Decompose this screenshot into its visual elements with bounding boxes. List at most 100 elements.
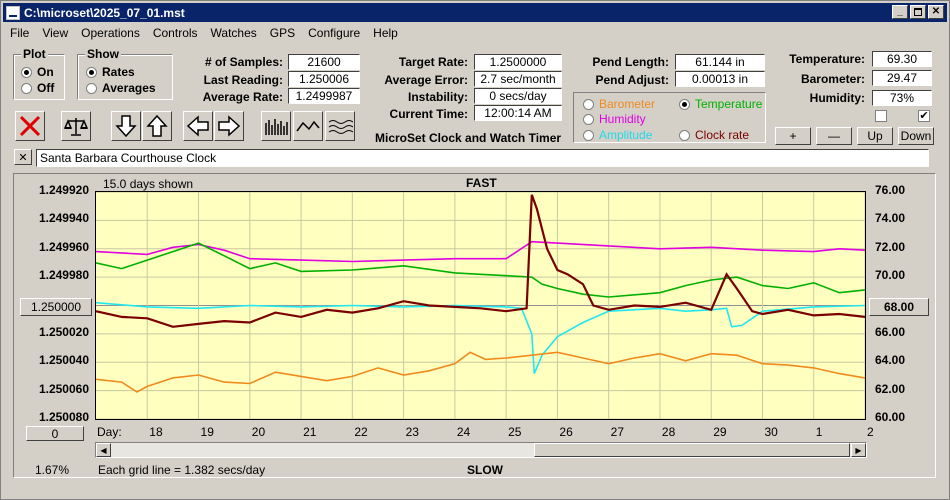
arrow-left-icon [186, 115, 209, 137]
samples-value: 21600 [288, 54, 360, 70]
bars-view-button[interactable] [261, 111, 291, 141]
right-reference-button[interactable]: 68.00 [869, 298, 929, 316]
temperature-value: 69.30 [872, 51, 932, 67]
multi-wave-icon [328, 120, 353, 134]
menu-watches[interactable]: Watches [210, 25, 257, 40]
instability-value: 0 secs/day [474, 88, 562, 104]
x-tick-label: 26 [559, 425, 573, 439]
clear-description-button[interactable]: ✕ [14, 149, 32, 165]
plus-button[interactable]: + [775, 127, 811, 145]
slow-label: SLOW [467, 463, 503, 477]
up-button[interactable]: Up [857, 127, 893, 145]
arrow-up-button[interactable] [142, 111, 172, 141]
radio-selected-icon [679, 98, 690, 110]
aux-temperature-radio[interactable]: Temperature [679, 97, 762, 111]
x-tick-label: 19 [200, 425, 214, 439]
aux-humidity-radio[interactable]: Humidity [583, 112, 646, 126]
arrow-down-button[interactable] [111, 111, 141, 141]
aux-barometer-radio[interactable]: Barometer [583, 97, 655, 111]
x-tick-label: 21 [303, 425, 317, 439]
red-x-icon [19, 115, 41, 137]
radio-empty-icon [583, 98, 594, 110]
pend-length-value: 61.144 in [675, 54, 765, 70]
radio-empty-icon [21, 82, 32, 94]
option-checkbox-2[interactable]: ✔ [918, 110, 930, 122]
minimize-button[interactable]: _ [892, 5, 908, 19]
right-tick-label: 70.00 [875, 268, 906, 283]
scroll-thumb[interactable] [534, 443, 850, 457]
pend-adjust-label: Pend Adjust: [595, 73, 669, 87]
left-tick-label: 1.250040 [38, 353, 89, 368]
left-tick-label: 1.250080 [38, 410, 89, 424]
menu-view[interactable]: View [42, 25, 69, 40]
barometer-value: 29.47 [872, 70, 932, 86]
menu-configure[interactable]: Configure [308, 25, 361, 40]
minimize-icon: _ [897, 6, 903, 17]
arrow-left-button[interactable] [183, 111, 213, 141]
plot-on-radio[interactable]: On [21, 65, 54, 79]
aux-clock-rate-radio[interactable]: Clock rate [679, 128, 749, 142]
balance-button[interactable] [61, 111, 91, 141]
aux-amplitude-radio[interactable]: Amplitude [583, 128, 652, 142]
left-reference-button[interactable]: 1.250000 [20, 298, 92, 316]
radio-selected-icon [21, 66, 32, 78]
menu-help[interactable]: Help [373, 25, 398, 40]
radio-empty-icon [679, 129, 690, 141]
chart-frame [13, 173, 936, 478]
arrow-right-button[interactable] [214, 111, 244, 141]
show-group-title: Show [85, 47, 121, 61]
show-group [77, 54, 173, 100]
app-subtitle: MicroSet Clock and Watch Timer [375, 131, 562, 145]
right-tick-label: 64.00 [875, 353, 906, 368]
humidity-label: Humidity: [809, 91, 865, 105]
target-rate-value: 1.2500000 [474, 54, 562, 70]
left-tick-label: 1.249940 [38, 211, 89, 226]
x-tick-label: 20 [251, 425, 266, 439]
average-error-label: Average Error: [384, 73, 468, 87]
x-tick-label: 23 [405, 425, 419, 439]
pend-length-label: Pend Length: [592, 55, 669, 69]
zero-button[interactable]: 0 [26, 426, 84, 441]
menu-file[interactable]: File [10, 25, 30, 40]
right-tick-label: 66.00 [875, 324, 906, 339]
target-rate-label: Target Rate: [398, 55, 468, 69]
scroll-left-button[interactable]: ◀ [96, 443, 111, 457]
instability-label: Instability: [407, 90, 468, 104]
x-tick-label: 25 [508, 425, 522, 439]
option-checkbox-1[interactable] [875, 110, 887, 122]
fast-label: FAST [466, 176, 497, 190]
maximize-button[interactable] [910, 5, 926, 19]
x-tick-label: 1 [815, 425, 823, 439]
x-tick-label: 22 [354, 425, 368, 439]
last-reading-label: Last Reading: [203, 73, 283, 87]
description-field[interactable]: Santa Barbara Courthouse Clock [36, 149, 929, 167]
current-time-value: 12:00:14 AM [474, 105, 562, 121]
arrow-down-icon [115, 115, 137, 138]
scroll-right-button[interactable]: ▶ [851, 443, 866, 457]
plot-group-title: Plot [21, 47, 48, 61]
humidity-value: 73% [872, 90, 932, 106]
show-averages-radio[interactable]: Averages [86, 81, 156, 95]
last-reading-value: 1.250006 [288, 71, 360, 87]
series-line-barometer [95, 351, 866, 393]
minus-button[interactable]: — [816, 127, 852, 145]
x-tick-label: 28 [661, 425, 676, 439]
multi-line-view-button[interactable] [325, 111, 355, 141]
wave-line-icon [296, 120, 320, 132]
show-rates-radio[interactable]: Rates [86, 65, 135, 79]
current-time-label: Current Time: [389, 107, 468, 121]
samples-label: # of Samples: [204, 55, 283, 69]
horizontal-scrollbar[interactable]: ◀ ▶ [95, 442, 867, 458]
radio-empty-icon [86, 82, 97, 94]
menu-operations[interactable]: Operations [81, 25, 140, 40]
close-button[interactable]: ✕ [928, 5, 944, 19]
x-tick-label: 30 [764, 425, 778, 439]
menu-gps[interactable]: GPS [269, 25, 296, 40]
plot-off-radio[interactable]: Off [21, 81, 54, 95]
line-view-button[interactable] [293, 111, 323, 141]
stop-button[interactable] [15, 111, 45, 141]
menu-controls[interactable]: Controls [152, 25, 198, 40]
x-tick-label: 24 [456, 425, 471, 439]
down-button[interactable]: Down [898, 127, 934, 145]
